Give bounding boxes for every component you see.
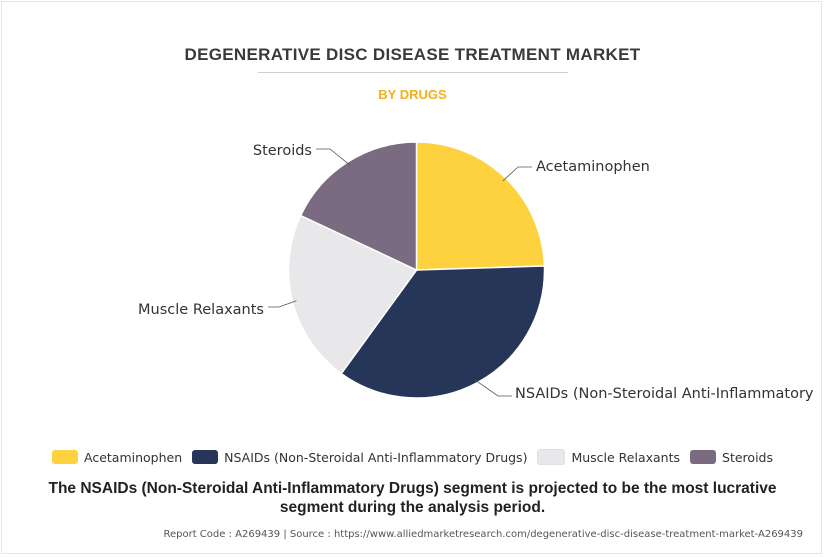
legend-label-nsaids: NSAIDs (Non-Steroidal Anti-Inflammatory … (224, 449, 528, 465)
chart-subtitle: BY DRUGS (378, 87, 447, 102)
legend-swatch-nsaids (192, 450, 219, 464)
leader-line-steroids (316, 148, 351, 166)
title-divider (258, 72, 568, 73)
legend-swatch-muscle-relaxants (537, 449, 566, 465)
chart-title: DEGENERATIVE DISC DISEASE TREATMENT MARK… (184, 45, 641, 64)
legend-swatch-acetaminophen (51, 450, 78, 464)
legend-item-muscle-relaxants[interactable]: Muscle Relaxants (537, 449, 680, 465)
report-footer: Report Code : A269439 | Source : https:/… (163, 529, 803, 540)
pie-slice-acetaminophen[interactable] (415, 141, 546, 271)
legend-swatch-steroids (690, 450, 717, 464)
slice-label-acetaminophen: Acetaminophen (536, 159, 650, 175)
pie-slice-nsaids[interactable] (340, 265, 546, 399)
slice-label-nsaids: NSAIDs (Non-Steroidal Anti-Inflammatory (515, 386, 814, 402)
legend-item-nsaids[interactable]: NSAIDs (Non-Steroidal Anti-Inflammatory … (192, 450, 527, 465)
slice-label-muscle-relaxants: Muscle Relaxants (138, 302, 264, 318)
leader-line-acetaminophen (502, 166, 532, 182)
chart-caption: The NSAIDs (Non-Steroidal Anti-Inflammat… (48, 480, 777, 516)
pie-slice-steroids[interactable] (299, 141, 418, 272)
legend-label-acetaminophen: Acetaminophen (83, 449, 183, 465)
pie-chart: Acetaminophen NSAIDs (Non-Steroidal Anti-… (138, 141, 814, 402)
legend-label-steroids: Steroids (722, 449, 773, 465)
leader-line-muscle-relaxants (268, 300, 297, 308)
leader-line-nsaids (474, 379, 512, 397)
legend-item-acetaminophen[interactable]: Acetaminophen (51, 449, 183, 465)
slice-label-steroids: Steroids (253, 143, 312, 159)
legend-item-steroids[interactable]: Steroids (690, 450, 773, 465)
legend-label-muscle-relaxants: Muscle Relaxants (571, 449, 681, 465)
chart-legend: Acetaminophen NSAIDs (Non-Steroidal Anti… (0, 449, 825, 465)
